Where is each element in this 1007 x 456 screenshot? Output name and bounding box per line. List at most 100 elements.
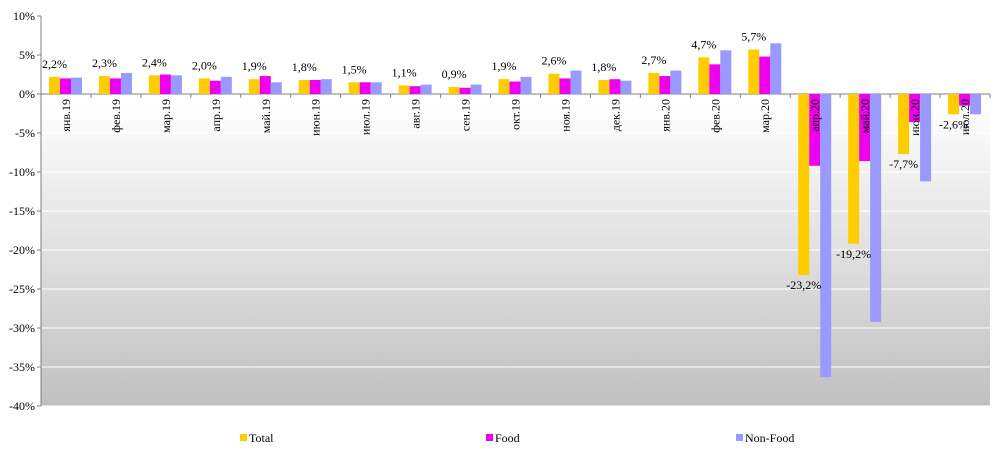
x-category-label: апр.20 xyxy=(808,99,822,132)
bar-non-food xyxy=(670,70,682,94)
bar-food xyxy=(609,79,621,94)
bar-total xyxy=(448,86,460,94)
bar-total xyxy=(648,72,660,94)
data-label: 2,3% xyxy=(92,56,117,70)
bar-food xyxy=(909,94,921,123)
category-labels: янв.19 фев.19 мар.19 апр.19 май.19 июн.19 июл.… xyxy=(59,99,972,136)
bar-food xyxy=(209,80,221,94)
bar-total xyxy=(348,82,360,94)
data-label: 0,9% xyxy=(442,67,467,81)
bar-food xyxy=(60,78,71,94)
bars xyxy=(49,43,982,378)
y-tick-label: -25% xyxy=(9,282,35,296)
bar-non-food xyxy=(570,70,582,94)
bar-food xyxy=(109,78,121,94)
bar-total xyxy=(148,75,160,94)
bar-non-food xyxy=(320,79,332,94)
bar-non-food xyxy=(770,43,782,94)
bar-non-food xyxy=(120,72,132,94)
data-label: 1,1% xyxy=(392,65,417,79)
x-category-label: ноя.19 xyxy=(558,99,572,132)
y-tick-label: 10% xyxy=(13,9,35,23)
x-category-label: май.20 xyxy=(858,99,872,133)
x-category-label: июл.19 xyxy=(359,99,373,135)
bar-total xyxy=(698,57,710,94)
data-label: 2,6% xyxy=(541,54,566,68)
bar-food xyxy=(559,78,571,94)
bar-total xyxy=(898,94,910,155)
data-label: 4,7% xyxy=(691,37,716,51)
x-category-label: май.19 xyxy=(259,99,273,133)
y-tick-label: -15% xyxy=(9,204,35,218)
bar-non-food xyxy=(220,76,232,94)
bar-food xyxy=(959,94,971,106)
y-tick-label: 5% xyxy=(19,48,35,62)
bar-food xyxy=(409,86,421,94)
x-category-label: июн.19 xyxy=(309,99,323,136)
bar-non-food xyxy=(420,84,432,94)
x-category-label: мар.19 xyxy=(159,99,173,133)
bar-total xyxy=(948,94,960,115)
bar-food xyxy=(709,64,721,94)
x-category-label: фев.19 xyxy=(109,99,123,133)
bar-non-food xyxy=(470,84,482,94)
y-tick-label: -40% xyxy=(9,399,35,413)
legend: Total Food Non-Food xyxy=(240,431,794,445)
x-category-label: янв.19 xyxy=(59,99,73,132)
bar-food xyxy=(259,76,271,94)
data-label: -2,6% xyxy=(939,117,968,131)
data-label: 1,9% xyxy=(492,59,517,73)
bar-total xyxy=(848,94,860,244)
bar-total xyxy=(598,79,610,94)
x-category-label: мар.20 xyxy=(758,99,772,133)
legend-swatch xyxy=(736,434,743,441)
bar-total xyxy=(248,79,260,94)
bar-non-food xyxy=(270,82,282,94)
bar-non-food xyxy=(520,76,532,94)
bar-non-food xyxy=(71,77,82,94)
data-label: 2,0% xyxy=(192,58,217,72)
data-label: 1,9% xyxy=(242,59,267,73)
data-label: 1,8% xyxy=(591,60,616,74)
bar-non-food xyxy=(920,94,932,182)
y-axis: 10% 5% 0% -5% -10% -15% -20% -25% -30% -35% -40% xyxy=(9,9,991,413)
x-category-label: сен.19 xyxy=(459,99,473,131)
bar-total xyxy=(498,79,510,94)
legend-label: Food xyxy=(495,431,520,445)
x-category-label: июл.20 xyxy=(958,99,972,135)
bar-non-food xyxy=(720,50,732,94)
bar-total xyxy=(98,76,110,94)
x-category-label: фев.20 xyxy=(708,99,722,133)
x-category-label: авг.19 xyxy=(409,99,423,129)
data-label: -19,2% xyxy=(836,247,871,261)
bar-food xyxy=(359,82,371,94)
legend-swatch xyxy=(240,434,247,441)
bar-food xyxy=(159,74,171,94)
legend-label: Non-Food xyxy=(745,431,794,445)
y-tick-label: -10% xyxy=(9,165,35,179)
bar-non-food xyxy=(970,94,982,115)
bar-total xyxy=(298,79,310,94)
bar-food xyxy=(859,94,871,162)
bar-total xyxy=(798,94,810,275)
bar-food xyxy=(309,79,321,94)
bar-food xyxy=(459,87,471,94)
bar-food xyxy=(509,81,521,94)
x-category-label: окт.19 xyxy=(509,99,523,130)
x-category-label: дек.19 xyxy=(608,99,622,131)
y-tick-label: -20% xyxy=(9,243,35,257)
data-label: 2,2% xyxy=(42,57,67,71)
bar-food xyxy=(759,56,771,94)
data-label: 2,4% xyxy=(142,55,167,69)
data-label: -23,2% xyxy=(786,278,821,292)
x-category-label: июн.20 xyxy=(908,99,922,136)
bar-food xyxy=(659,76,671,94)
data-label: 2,7% xyxy=(641,53,666,67)
legend-label: Total xyxy=(249,431,274,445)
bar-non-food xyxy=(170,75,182,94)
bar-non-food xyxy=(620,80,632,94)
data-label: 5,7% xyxy=(741,30,766,44)
bar-non-food xyxy=(820,94,832,378)
bar-total xyxy=(548,73,560,94)
data-label: -7,7% xyxy=(889,157,918,171)
